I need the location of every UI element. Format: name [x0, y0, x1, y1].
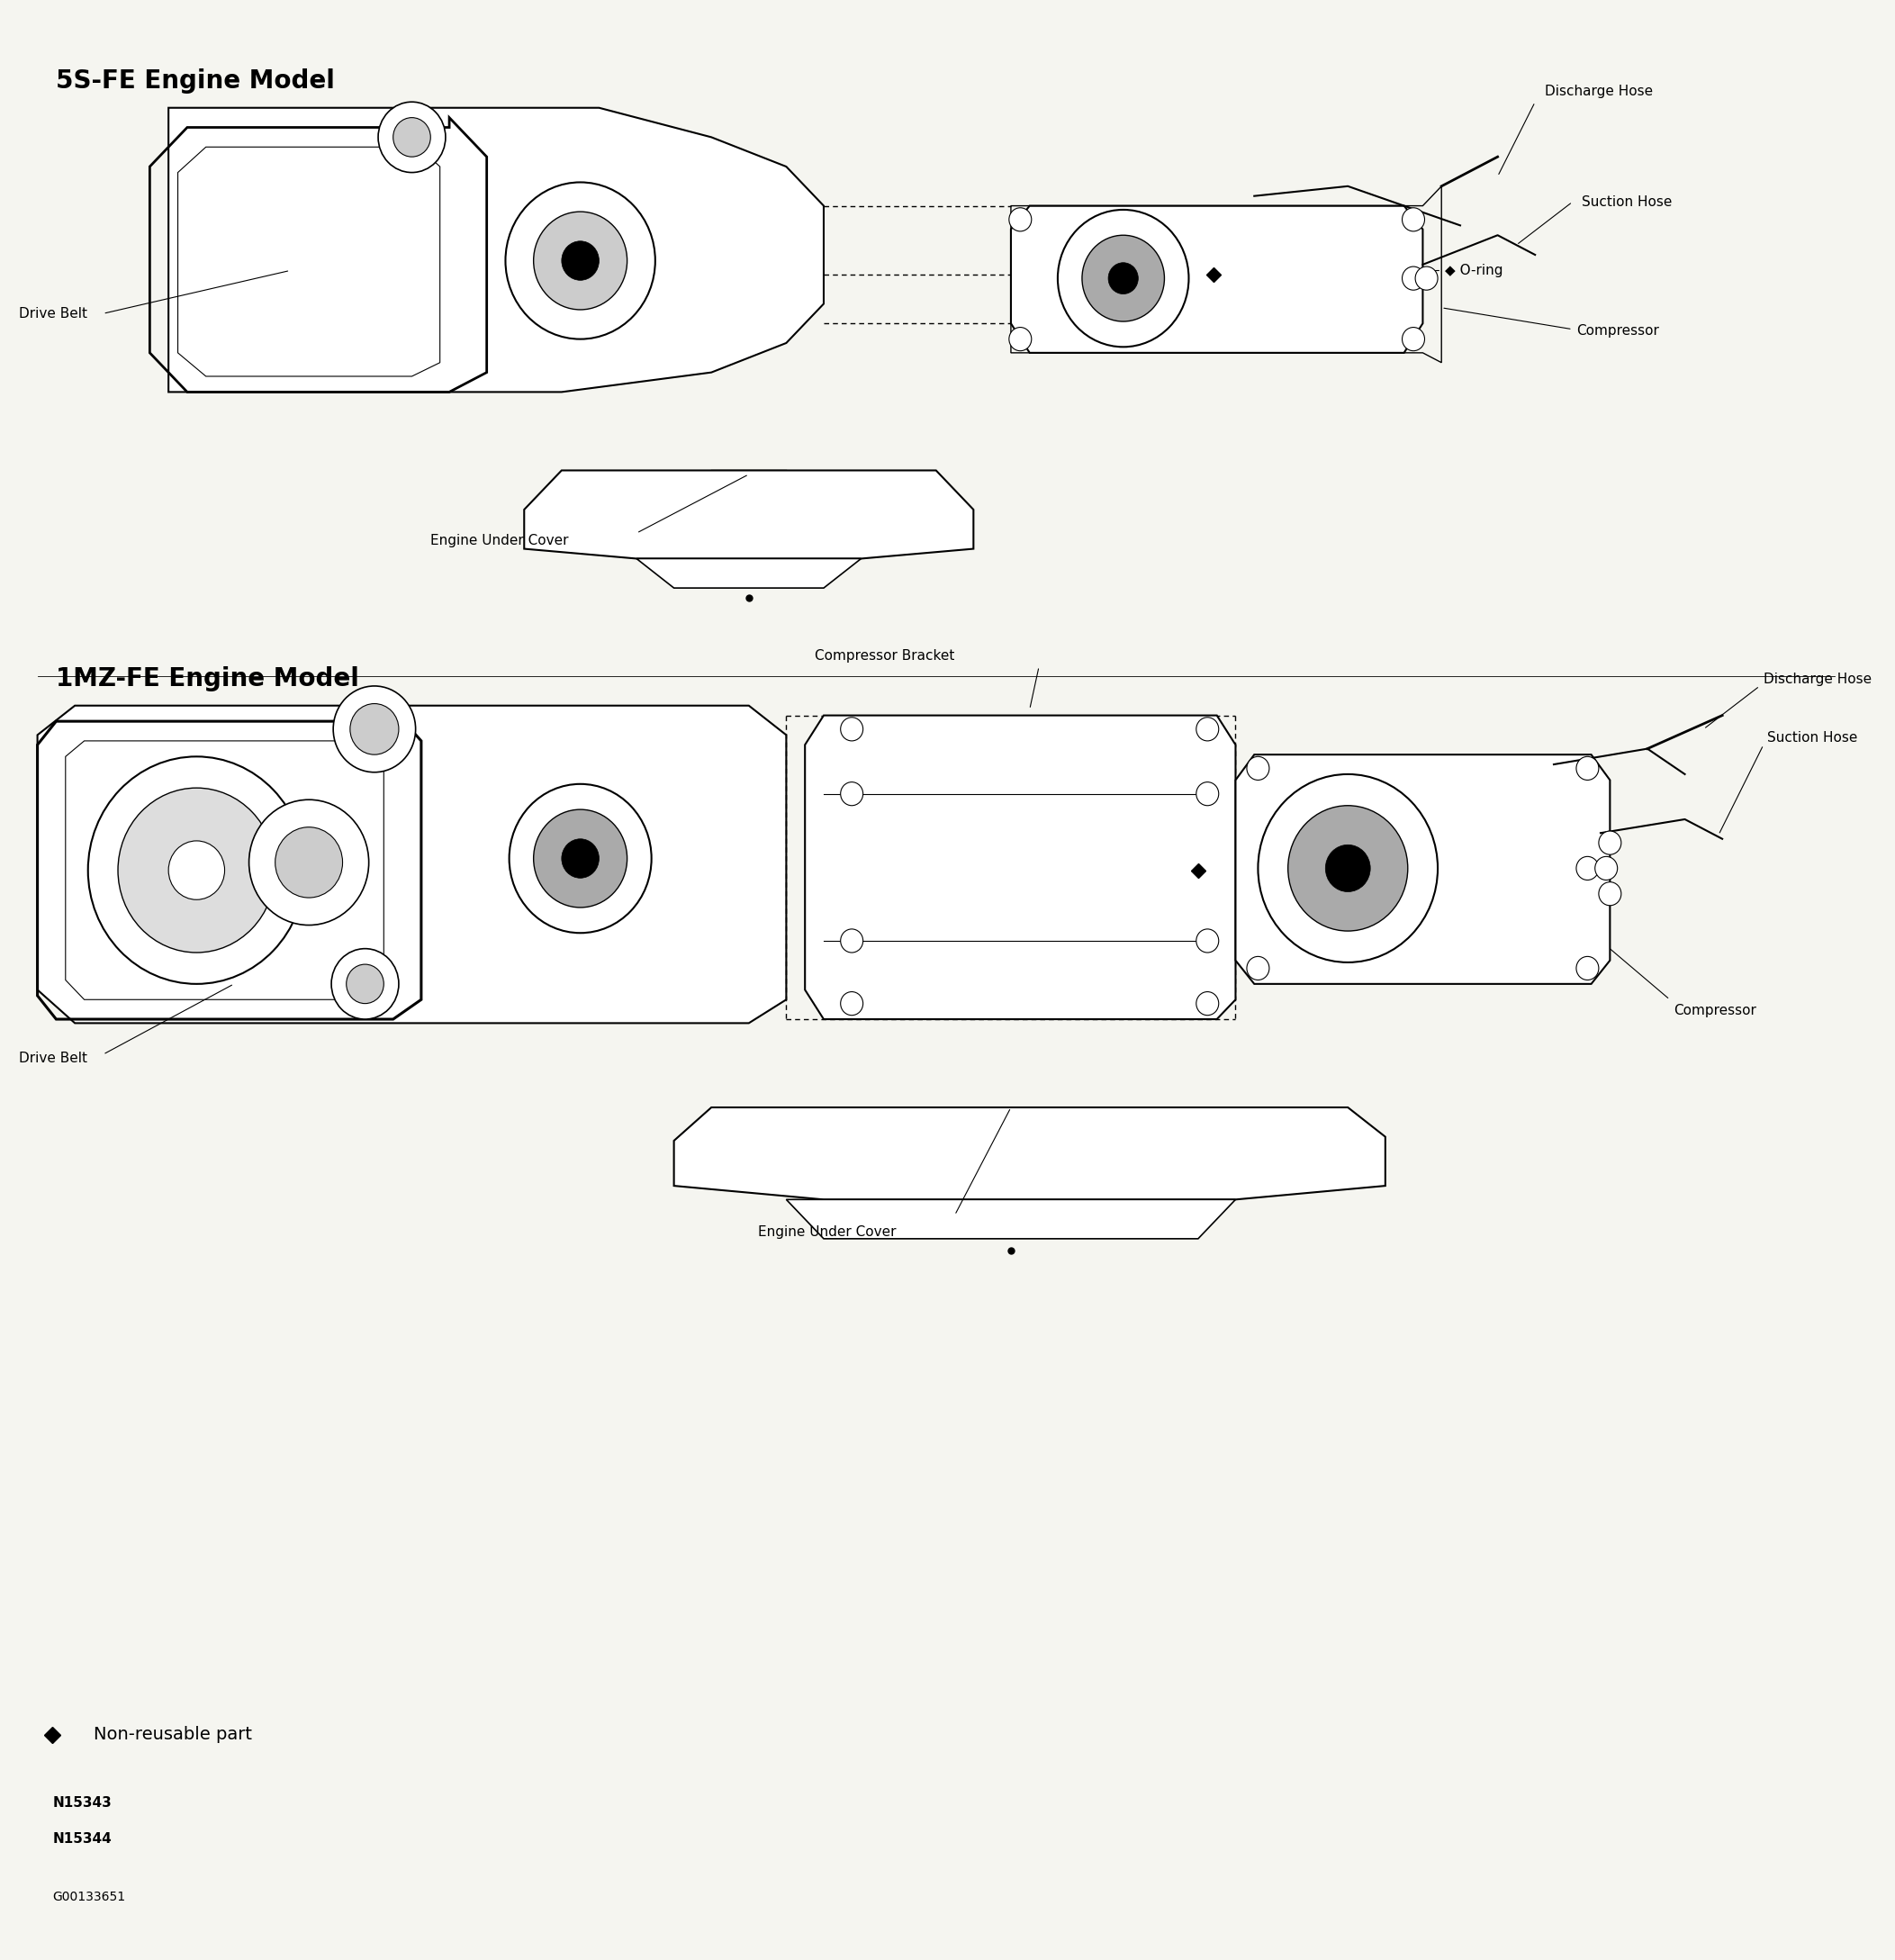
Circle shape [534, 212, 627, 310]
Circle shape [561, 241, 599, 280]
Circle shape [351, 704, 398, 755]
Circle shape [1196, 992, 1218, 1015]
Circle shape [1247, 956, 1270, 980]
Circle shape [1577, 857, 1599, 880]
Circle shape [1008, 208, 1031, 231]
Circle shape [1247, 757, 1270, 780]
Polygon shape [525, 470, 974, 559]
Text: Discharge Hose: Discharge Hose [1544, 84, 1652, 98]
Polygon shape [675, 1107, 1385, 1200]
Circle shape [1289, 806, 1408, 931]
Circle shape [841, 782, 862, 806]
Circle shape [169, 841, 226, 900]
Circle shape [1196, 717, 1218, 741]
Text: Compressor Bracket: Compressor Bracket [815, 649, 955, 662]
Circle shape [1057, 210, 1188, 347]
Circle shape [1599, 882, 1622, 906]
Circle shape [379, 102, 445, 172]
Text: Engine Under Cover: Engine Under Cover [758, 1225, 896, 1239]
Circle shape [841, 992, 862, 1015]
Circle shape [1599, 831, 1622, 855]
Circle shape [1402, 267, 1425, 290]
Circle shape [248, 800, 370, 925]
Text: Engine Under Cover: Engine Under Cover [430, 535, 568, 547]
Text: Drive Belt: Drive Belt [19, 308, 87, 319]
Circle shape [334, 686, 415, 772]
Polygon shape [38, 706, 786, 1023]
Circle shape [1196, 929, 1218, 953]
Circle shape [841, 929, 862, 953]
Circle shape [841, 717, 862, 741]
Circle shape [1082, 235, 1164, 321]
Circle shape [534, 809, 627, 907]
Polygon shape [805, 715, 1236, 1019]
Text: Discharge Hose: Discharge Hose [1764, 672, 1872, 686]
Circle shape [1008, 327, 1031, 351]
Text: ◆ O-ring: ◆ O-ring [1446, 265, 1503, 276]
Polygon shape [1010, 206, 1423, 353]
Text: Drive Belt: Drive Belt [19, 1053, 87, 1064]
Text: 1MZ-FE Engine Model: 1MZ-FE Engine Model [57, 666, 360, 692]
Text: Non-reusable part: Non-reusable part [93, 1727, 252, 1742]
Circle shape [347, 964, 385, 1004]
Circle shape [1258, 774, 1438, 962]
Circle shape [510, 784, 652, 933]
Circle shape [392, 118, 430, 157]
Circle shape [1402, 208, 1425, 231]
Polygon shape [637, 559, 860, 588]
Circle shape [1416, 267, 1438, 290]
Text: N15343: N15343 [53, 1797, 112, 1809]
Circle shape [275, 827, 343, 898]
Text: ◆ O-ring: ◆ O-ring [1389, 847, 1448, 858]
Text: 5S-FE Engine Model: 5S-FE Engine Model [57, 69, 335, 94]
Circle shape [506, 182, 656, 339]
Polygon shape [169, 108, 824, 392]
Polygon shape [1236, 755, 1611, 984]
Circle shape [1596, 857, 1618, 880]
Circle shape [1402, 327, 1425, 351]
Circle shape [561, 839, 599, 878]
Circle shape [117, 788, 275, 953]
Text: Compressor: Compressor [1673, 1004, 1757, 1017]
Circle shape [332, 949, 398, 1019]
Circle shape [1577, 956, 1599, 980]
Text: G00133651: G00133651 [53, 1891, 125, 1903]
Circle shape [1109, 263, 1139, 294]
Text: N15344: N15344 [53, 1833, 112, 1844]
Polygon shape [786, 1200, 1236, 1239]
Text: Suction Hose: Suction Hose [1768, 731, 1857, 745]
Circle shape [1577, 757, 1599, 780]
Text: Compressor: Compressor [1577, 325, 1658, 337]
Circle shape [1196, 782, 1218, 806]
Circle shape [1325, 845, 1370, 892]
Circle shape [87, 757, 305, 984]
Text: Suction Hose: Suction Hose [1582, 196, 1671, 208]
